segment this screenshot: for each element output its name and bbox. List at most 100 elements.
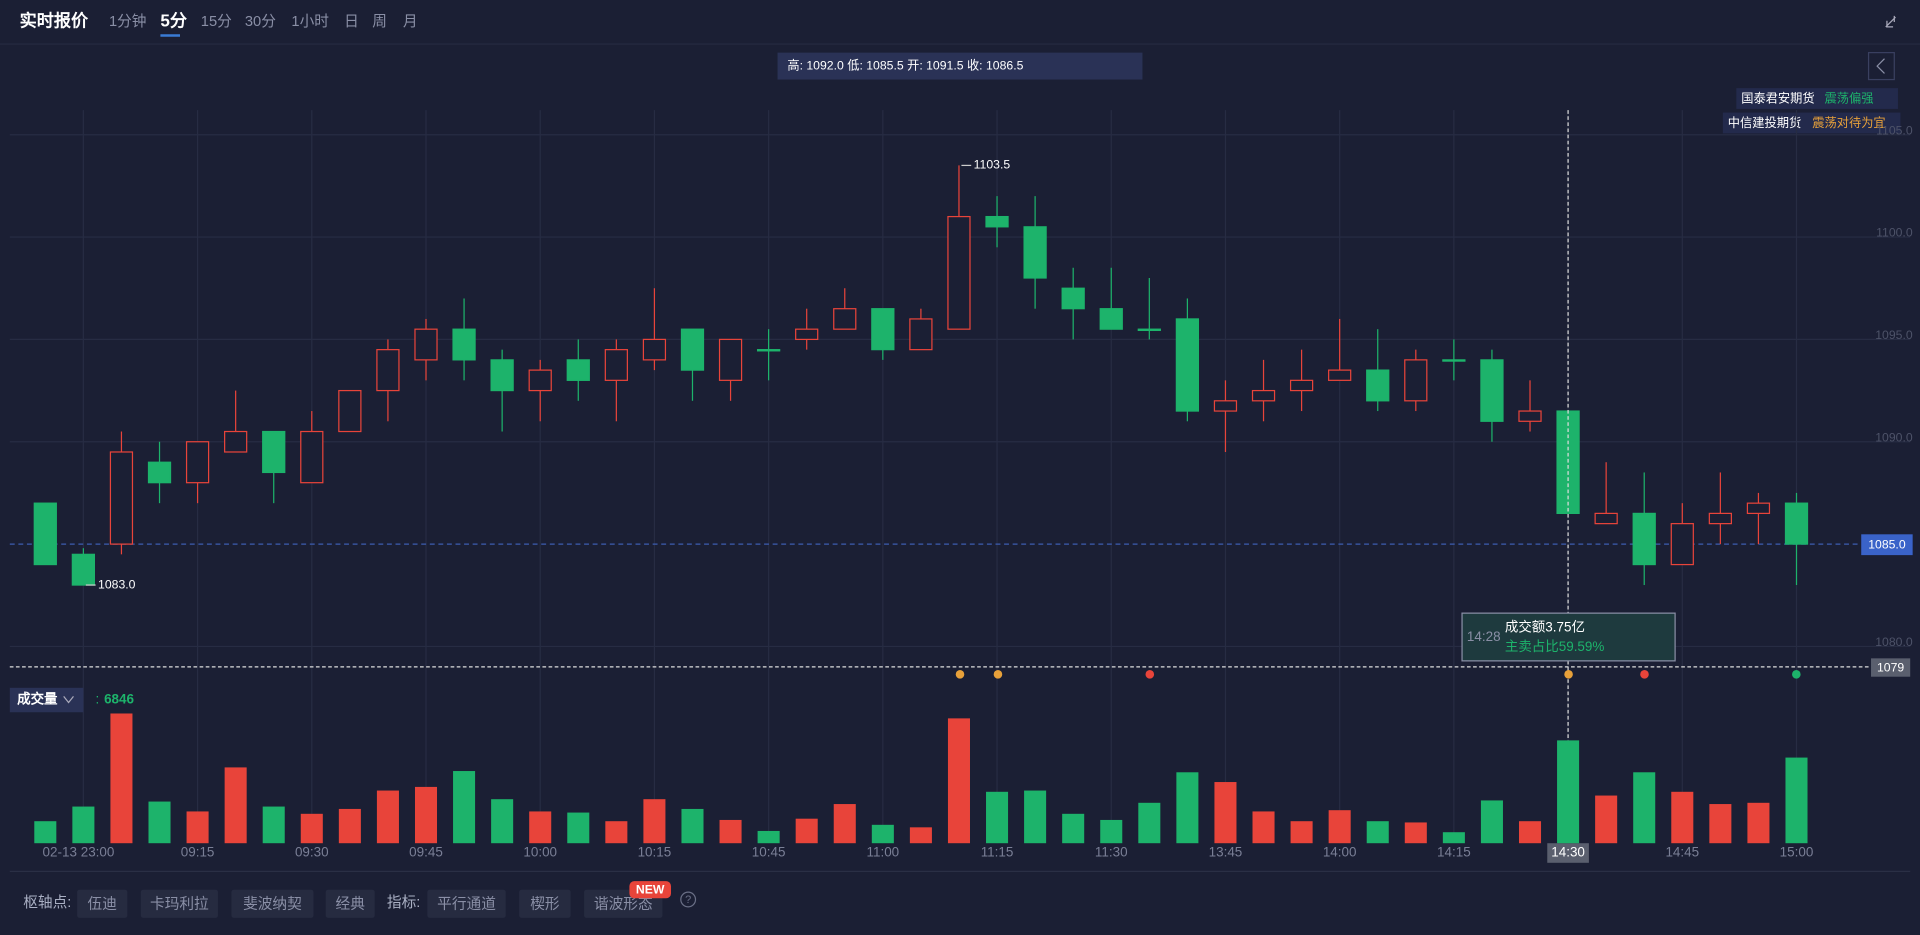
period-tab[interactable]: 15分	[201, 13, 232, 30]
candle-body	[1594, 512, 1618, 525]
candle-body	[1746, 502, 1771, 515]
candle-body	[680, 328, 705, 371]
candle-body	[185, 441, 210, 484]
candle-body	[1632, 512, 1656, 566]
indicator-button[interactable]	[519, 889, 571, 918]
volume-bar	[1557, 740, 1580, 844]
volume-bar	[338, 808, 361, 844]
candle-body	[795, 328, 819, 341]
collapse-icon[interactable]	[1885, 15, 1896, 28]
new-badge	[629, 881, 672, 899]
tooltip	[1461, 612, 1676, 662]
event-marker[interactable]	[1792, 670, 1801, 679]
volume-title: 成交量	[17, 691, 58, 707]
pivot-button[interactable]	[77, 889, 128, 918]
period-tab[interactable]: 1分钟	[109, 13, 147, 30]
candle-body	[1023, 226, 1047, 279]
annotation-label: 1083.0	[98, 577, 136, 591]
volume-bar	[1633, 772, 1656, 844]
candle-body	[262, 430, 286, 474]
crosshair-label: 1079	[1877, 660, 1904, 674]
volume-bar	[681, 808, 704, 844]
x-tick-label: 10:45	[752, 845, 786, 860]
period-tab[interactable]: 30分	[245, 13, 276, 30]
candle-body	[642, 338, 667, 361]
volume-bar	[757, 830, 780, 844]
volume-bar	[909, 827, 932, 844]
x-tick-label: 10:00	[523, 845, 557, 860]
volume-bar	[148, 801, 171, 844]
event-marker[interactable]	[955, 670, 965, 679]
x-tick-label: 14:00	[1323, 845, 1357, 860]
volume-separator: :	[96, 692, 100, 707]
x-tick-label: 09:45	[409, 845, 443, 860]
period-tab[interactable]: 周	[372, 13, 387, 30]
event-marker[interactable]	[993, 670, 1003, 679]
candle-body	[414, 328, 438, 361]
period-tab[interactable]: 月	[403, 14, 418, 30]
crosshair-tag	[1871, 658, 1911, 677]
volume-bar	[453, 771, 476, 844]
candle-body	[985, 215, 1009, 228]
candle-body	[224, 430, 248, 453]
candle-body	[947, 215, 971, 330]
candle-body	[756, 349, 781, 352]
y-tick-label: 1090.0	[1875, 430, 1913, 444]
volume-bar	[300, 813, 323, 844]
volume-bar	[224, 767, 247, 844]
period-tab[interactable]: 日	[344, 14, 359, 30]
period-tab[interactable]: 5分	[160, 11, 187, 31]
indicator-button[interactable]	[427, 889, 506, 918]
x-tick-label: 14:15	[1437, 845, 1471, 860]
x-tick-label: 10:15	[638, 845, 672, 860]
chevron	[63, 695, 74, 704]
x-tick-label: 09:30	[295, 845, 329, 860]
volume-bar	[986, 791, 1009, 844]
candle-body	[1442, 359, 1466, 362]
broker-view: 震荡对待为宜	[1812, 115, 1885, 130]
candle-body	[1328, 369, 1352, 381]
volume-bar	[1404, 822, 1427, 844]
volume-bar	[1214, 782, 1237, 844]
footer-label: 指标:	[387, 894, 420, 911]
pivot-button[interactable]	[325, 889, 375, 918]
indicator-text: 谐波形态	[594, 895, 653, 912]
volume-bar	[1062, 813, 1085, 844]
pivot-text: 卡玛利拉	[150, 895, 209, 912]
volume-bar	[567, 812, 590, 844]
volume-bar	[1252, 811, 1275, 844]
volume-bar	[1176, 772, 1199, 844]
broker-name: 国泰君安期货	[1741, 90, 1814, 105]
help-icon[interactable]	[680, 891, 697, 908]
x-tick-label: 14:45	[1665, 845, 1699, 860]
y-tick-label: 1100.0	[1876, 226, 1913, 240]
event-marker[interactable]	[1145, 670, 1155, 679]
x-tick-label: 11:15	[981, 845, 1014, 860]
event-marker[interactable]	[1564, 670, 1573, 679]
x-tick-label: 11:30	[1095, 845, 1128, 860]
candle-body	[566, 359, 590, 381]
indicator-text: 平行通道	[437, 895, 496, 912]
x-label-highlight	[1547, 843, 1589, 863]
pivot-button[interactable]	[140, 889, 218, 918]
help-text: ?	[685, 894, 691, 906]
pivot-button[interactable]	[231, 889, 314, 918]
side-toggle[interactable]	[1867, 52, 1895, 81]
candle-body	[833, 308, 857, 330]
indicator-text: 楔形	[530, 895, 560, 912]
volume-bar	[1138, 802, 1161, 844]
period-tab[interactable]: 1小时	[291, 13, 329, 30]
event-marker[interactable]	[1640, 670, 1649, 679]
volume-bar	[833, 804, 856, 844]
candle-body	[1099, 308, 1123, 330]
candle-body	[1404, 359, 1428, 402]
annotation-label: 1103.5	[974, 158, 1011, 172]
broker-box	[1722, 112, 1901, 134]
candle-body	[1061, 287, 1085, 310]
volume-bar	[643, 799, 666, 844]
candle-body	[871, 308, 895, 351]
volume-bar	[376, 790, 399, 844]
ohlc-text: 高: 1092.0 低: 1085.5 开: 1091.5 收: 1086.5	[787, 57, 1023, 72]
candle-body	[300, 430, 324, 484]
